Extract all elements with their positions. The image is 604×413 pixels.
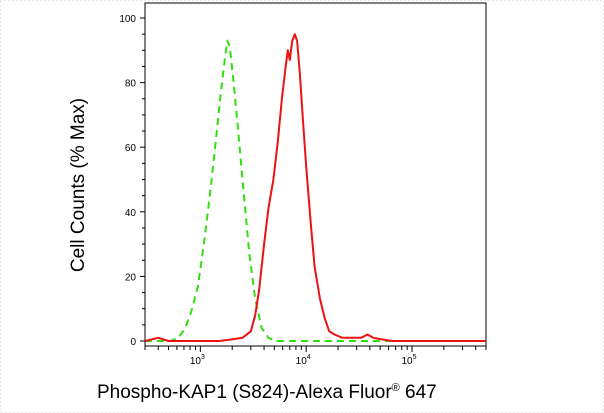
y-axis-title: Cell Counts (% Max): [68, 98, 89, 272]
y-axis-ticks: 0 20 40 60 80 100: [119, 14, 145, 348]
plot-frame: [144, 2, 487, 347]
y-tick-label: 60: [125, 143, 137, 154]
x-axis-title: Phospho-KAP1 (S824)-Alexa Fluor® 647: [97, 382, 437, 403]
y-tick-label: 100: [119, 14, 136, 25]
y-tick-label: 40: [125, 208, 137, 219]
y-tick-label: 20: [125, 272, 137, 283]
series-line-solid-sample: [144, 33, 486, 342]
y-tick-label: 80: [125, 79, 137, 90]
x-axis-title-suffix: 647: [400, 382, 437, 403]
x-tick-label: 104: [296, 354, 311, 367]
series-line-dashed-control: [145, 39, 486, 342]
x-axis-title-main: Phospho-KAP1 (S824)-Alexa Fluor: [97, 382, 392, 403]
series-layer: [144, 33, 486, 342]
x-axis-ticks: 103 104 105: [144, 346, 487, 367]
y-tick-label: 0: [130, 337, 136, 348]
x-axis-title-superscript: ®: [392, 382, 400, 394]
x-tick-label: 103: [190, 354, 205, 367]
x-tick-label: 105: [402, 354, 417, 367]
